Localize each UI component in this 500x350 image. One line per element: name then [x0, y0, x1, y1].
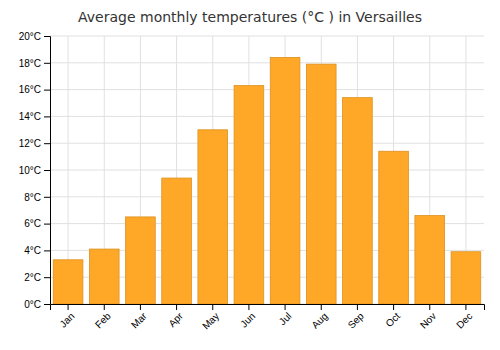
- grid-line-y: [50, 89, 484, 90]
- y-tick: 6°C: [24, 218, 50, 229]
- x-axis: Jan Feb Mar Apr May Jun Jul Aug Sep Oct Nov Dec: [51, 304, 485, 332]
- y-tick: 4°C: [24, 245, 50, 256]
- y-tick-label: 2°C: [24, 272, 41, 283]
- y-axis: 0°C 2°C 4°C 6°C 8°C 10°C 12°C 14°C 16°C 18°C 20°C: [19, 31, 51, 310]
- y-tick-label: 0°C: [24, 299, 41, 310]
- y-tick-mark: [44, 36, 50, 37]
- x-tick-mark: [212, 304, 213, 310]
- x-tick-label: Apr: [166, 310, 185, 329]
- x-tick-mark: [176, 304, 177, 310]
- y-tick-label: 12°C: [19, 138, 41, 149]
- x-tick: Jul: [277, 304, 294, 327]
- y-tick-label: 4°C: [24, 245, 41, 256]
- x-tick-label: Sep: [346, 310, 367, 331]
- y-tick-label: 14°C: [19, 111, 41, 122]
- x-tick-mark: [321, 304, 322, 310]
- x-tick: Aug: [309, 304, 329, 331]
- x-tick-mark: [285, 304, 286, 310]
- x-tick-mark: [248, 304, 249, 310]
- grid-line-y: [50, 116, 484, 117]
- x-tick-label: Mar: [129, 310, 149, 330]
- y-tick-label: 20°C: [19, 31, 41, 42]
- bar: [234, 86, 264, 304]
- grid: [50, 36, 484, 304]
- bar: [53, 260, 83, 304]
- y-tick: 18°C: [19, 58, 50, 69]
- x-tick-mark: [140, 304, 141, 310]
- x-tick-label: May: [200, 310, 221, 331]
- x-tick-label: Dec: [454, 310, 474, 330]
- x-tick-label: Feb: [93, 310, 113, 330]
- x-tick-mark: [68, 304, 69, 310]
- bar: [306, 64, 336, 304]
- grid-line-y: [50, 36, 484, 37]
- y-tick-mark: [44, 250, 50, 251]
- grid-line-y: [50, 62, 484, 63]
- y-tick-label: 6°C: [24, 218, 41, 229]
- y-tick-mark: [44, 90, 50, 91]
- title: Average monthly temperatures (°C ) in Ve…: [78, 9, 422, 25]
- y-tick: 10°C: [19, 165, 50, 176]
- x-tick-label: Jul: [277, 310, 294, 327]
- x-tick: Jun: [238, 304, 257, 330]
- grid-line-y: [50, 170, 484, 171]
- x-tick: Feb: [93, 304, 113, 330]
- grid-line-y: [50, 196, 484, 197]
- y-tick-mark: [44, 116, 50, 117]
- bar: [89, 249, 119, 304]
- y-tick-mark: [44, 170, 50, 171]
- x-tick: Dec: [454, 304, 474, 331]
- x-tick: Mar: [129, 304, 149, 330]
- y-tick: 2°C: [24, 272, 50, 283]
- x-tick-mark: [357, 304, 358, 310]
- bar: [162, 178, 192, 304]
- x-axis-line: [51, 305, 485, 311]
- bar: [198, 130, 228, 304]
- x-tick: Apr: [166, 304, 185, 329]
- x-tick-mark: [465, 304, 466, 310]
- grid-line-y: [50, 143, 484, 144]
- bar: [451, 252, 481, 304]
- y-tick: 20°C: [19, 31, 50, 42]
- bar: [379, 151, 409, 304]
- y-tick-mark: [44, 143, 50, 144]
- x-tick: Nov: [418, 304, 438, 331]
- x-tick: Sep: [346, 304, 367, 331]
- x-tick-mark: [393, 304, 394, 310]
- bar: [415, 216, 445, 304]
- x-tick: Jan: [57, 304, 76, 330]
- bar: [126, 217, 156, 304]
- y-axis-line: [44, 37, 51, 305]
- y-tick-mark: [44, 224, 50, 225]
- y-tick: 12°C: [19, 138, 50, 149]
- x-tick-label: Jan: [57, 310, 76, 329]
- y-tick: 16°C: [19, 84, 50, 95]
- y-tick-mark: [44, 197, 50, 198]
- y-tick-label: 10°C: [19, 165, 41, 176]
- bars: [53, 57, 480, 304]
- y-tick: 0°C: [24, 299, 50, 310]
- x-tick-mark: [104, 304, 105, 310]
- x-tick: May: [200, 304, 221, 332]
- chart: 0°C 2°C 4°C 6°C 8°C 10°C 12°C 14°C 16°C 18°C 20°C J…: [0, 0, 500, 350]
- y-tick: 8°C: [24, 192, 50, 203]
- y-tick-mark: [44, 63, 50, 64]
- y-tick-label: 16°C: [19, 84, 41, 95]
- y-tick-label: 18°C: [19, 58, 41, 69]
- x-tick-label: Oct: [383, 310, 402, 329]
- x-tick: Oct: [383, 304, 402, 329]
- y-tick-mark: [44, 304, 50, 305]
- x-tick-label: Jun: [238, 310, 257, 329]
- y-tick: 14°C: [19, 111, 50, 122]
- y-tick-mark: [44, 277, 50, 278]
- x-tick-mark: [429, 304, 430, 310]
- bar: [270, 57, 300, 304]
- x-tick-label: Nov: [418, 310, 438, 330]
- y-tick-label: 8°C: [24, 192, 41, 203]
- plot: 0°C 2°C 4°C 6°C 8°C 10°C 12°C 14°C 16°C 18°C 20°C J…: [19, 31, 485, 332]
- bar: [343, 98, 373, 304]
- x-tick-label: Aug: [309, 310, 329, 330]
